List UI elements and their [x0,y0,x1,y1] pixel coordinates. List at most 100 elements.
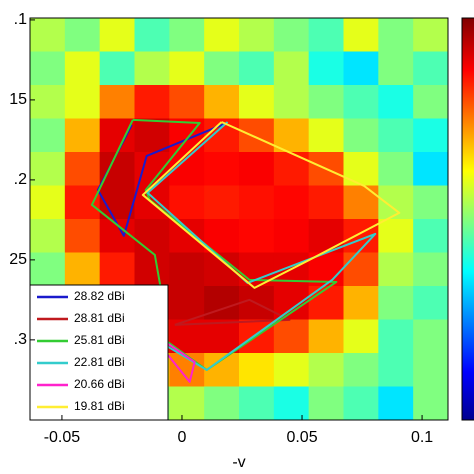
heatmap-cell [308,286,344,320]
heatmap-cell [378,85,414,119]
heatmap-cell [64,185,101,220]
heatmap-cell [308,319,344,354]
x-axis-label: -v [232,454,245,471]
heatmap-cell [378,51,414,86]
heatmap-cell [343,118,379,153]
heatmap-cell [64,152,101,186]
heatmap-cell [99,152,135,186]
heatmap-cell [308,118,344,153]
heatmap-cell [343,51,379,86]
heatmap-cell [134,252,170,287]
heatmap-cell [169,286,205,320]
heatmap-cell [413,185,448,220]
heatmap-cell [239,85,275,119]
heatmap-cell [64,118,101,153]
heatmap-cell [343,252,379,287]
polygon-line [141,121,401,289]
heatmap-cell [169,185,205,220]
y-tick-label: 25 [9,251,27,268]
polygon-line [166,342,196,383]
heatmap-cell [204,85,240,119]
heatmap-cell [308,85,344,119]
heatmap-cell [343,386,379,420]
heatmap-cell [30,51,66,86]
heatmap-cell [308,51,344,86]
heatmap-cell [343,353,379,387]
heatmap-cell [273,118,310,153]
heatmap-cell [134,85,170,119]
heatmap-cell [99,252,135,287]
heatmap-cell [308,353,344,387]
heatmap-cell [273,18,310,52]
heatmap-cell [273,319,310,354]
colorbar [461,17,474,421]
heatmap-cell [134,118,170,153]
heatmap-cell [30,118,66,153]
heatmap-cell [99,118,135,153]
x-tick-label: 0 [178,429,187,446]
y-tick-label: .2 [14,171,27,188]
heatmap-cell [378,18,414,52]
heatmap-cell [343,18,379,52]
heatmap-cell [64,219,101,253]
heatmap-cell [204,118,240,153]
polygon-line [90,118,338,371]
legend-label: 22.81 dBi [74,355,125,369]
heatmap-cell [308,386,344,420]
heatmap-cell [64,51,101,86]
heatmap-cell [308,18,344,52]
heatmap-cell [169,219,205,253]
heatmap-cell [169,18,205,52]
heatmap-cell [378,353,414,387]
x-tick-label: -0.05 [44,429,81,446]
heatmap-cell [413,85,448,119]
heatmap-cell [239,185,275,220]
heatmap-cell [239,18,275,52]
heatmap-cell [308,185,344,220]
heatmap-cell [134,18,170,52]
heatmap-cell [413,152,448,186]
y-tick-label: 15 [9,91,27,108]
heatmap-cell [134,51,170,86]
polygon-line [146,121,377,371]
heatmap-cell [413,252,448,287]
heatmap-cell [413,386,448,420]
heatmap-cell [343,319,379,354]
heatmap-cell [273,219,310,253]
heatmap-cell [343,185,379,220]
heatmap-cell [378,252,414,287]
heatmap-cell [239,353,275,387]
heatmap-cell [204,386,240,420]
heatmap-cell [204,51,240,86]
heatmap-cell [413,353,448,387]
heatmap-cell [239,152,275,186]
heatmap-cell [169,85,205,119]
heatmap-cell [378,152,414,186]
legend-label: 20.66 dBi [74,377,125,391]
heatmap-cell [273,152,310,186]
heatmap-cell [64,252,101,287]
heatmap-cell [413,18,448,52]
plot-frame [29,17,449,421]
polygons [90,118,401,383]
heatmap-cell [99,18,135,52]
polygon-line [174,298,291,326]
x-tick-label: 0.05 [286,429,317,446]
heatmap-cell [239,118,275,153]
heatmap-cell [169,51,205,86]
y-tick-label: .3 [14,331,27,348]
heatmap-cell [204,185,240,220]
heatmap-cell [30,219,66,253]
heatmap-cell [204,152,240,186]
legend-label: 28.82 dBi [74,289,125,303]
heatmap-cell [239,219,275,253]
heatmap-cell [413,51,448,86]
heatmap-cell [273,185,310,220]
heatmap [30,18,448,420]
heatmap-cell [134,219,170,253]
legend-label: 19.81 dBi [74,399,125,413]
heatmap-cell [99,85,135,119]
heatmap-cell [343,152,379,186]
legend-label: 25.81 dBi [74,333,125,347]
